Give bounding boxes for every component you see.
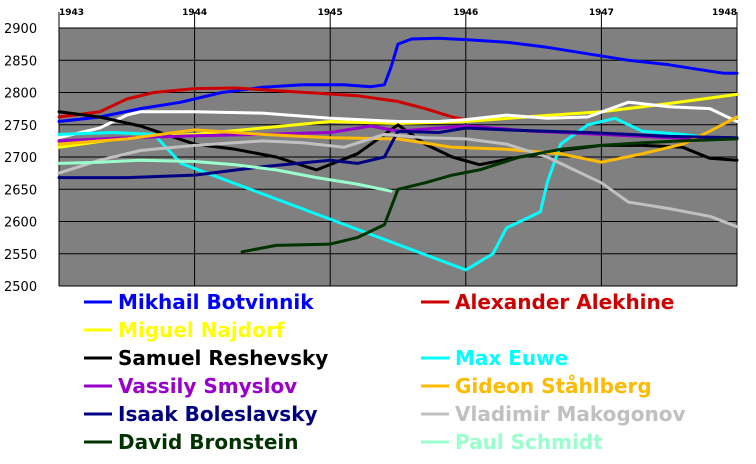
y-tick-label: 2700: [4, 151, 37, 166]
legend-label-gideon-stahlberg: Gideon Ståhlberg: [455, 374, 652, 398]
series-line-alexander-alekhine: [57, 86, 468, 122]
series-line-vladimir-makogonov: [57, 132, 739, 229]
legend-label-vladimir-makogonov: Vladimir Makogonov: [455, 402, 686, 426]
x-axis-ticks: 1943 1944 1945 1946 1947 1948: [58, 8, 738, 28]
series-line-isaak-boleslavsky: [57, 126, 739, 180]
y-tick-label: 2550: [4, 248, 37, 263]
series-line-david-bronstein: [240, 137, 739, 254]
legend-label-david-bronstein: David Bronstein: [118, 430, 298, 454]
series-line-paul-schmidt: [57, 158, 393, 193]
legend-label-paul-schmidt: Paul Schmidt: [455, 430, 603, 454]
legend-label-paul-keres: Paul Keres: [455, 318, 575, 342]
x-tick-label: 1944: [182, 8, 207, 18]
legend-label-max-euwe: Max Euwe: [455, 346, 568, 370]
y-tick-label: 2800: [4, 87, 37, 102]
y-tick-label: 2650: [4, 183, 37, 198]
legend-label-miguel-najdorf: Miguel Najdorf: [118, 318, 285, 342]
series-lines: [57, 36, 739, 272]
series-line-gideon-stahlberg: [57, 115, 739, 164]
y-tick-label: 2500: [4, 280, 37, 295]
x-tick-label: 1945: [318, 8, 343, 18]
x-tick-label: 1947: [589, 8, 614, 18]
y-axis-ticks: 2900 2850 2800 2750 2700 2650 2600 2550 2500: [4, 22, 37, 295]
legend-label-mikhail-botvinnik: Mikhail Botvinnik: [118, 290, 314, 314]
y-tick-label: 2750: [4, 119, 37, 134]
y-tick-label: 2900: [4, 22, 37, 37]
x-tick-label: 1948: [712, 8, 737, 18]
legend: Mikhail Botvinnik Alexander Alekhine Migue…: [84, 290, 686, 454]
legend-label-alexander-alekhine: Alexander Alekhine: [455, 290, 674, 314]
x-tick-label: 1943: [59, 8, 84, 18]
y-tick-label: 2850: [4, 54, 37, 69]
legend-label-samuel-reshevsky: Samuel Reshevsky: [118, 346, 328, 370]
series-line-paul-keres: [57, 100, 739, 140]
x-tick-label: 1946: [453, 8, 478, 18]
legend-label-isaak-boleslavsky: Isaak Boleslavsky: [118, 402, 318, 426]
series-line-mikhail-botvinnik: [57, 36, 739, 123]
series-line-max-euwe: [57, 116, 739, 272]
legend-label-vassily-smyslov: Vassily Smyslov: [118, 374, 297, 398]
y-tick-label: 2600: [4, 216, 37, 231]
